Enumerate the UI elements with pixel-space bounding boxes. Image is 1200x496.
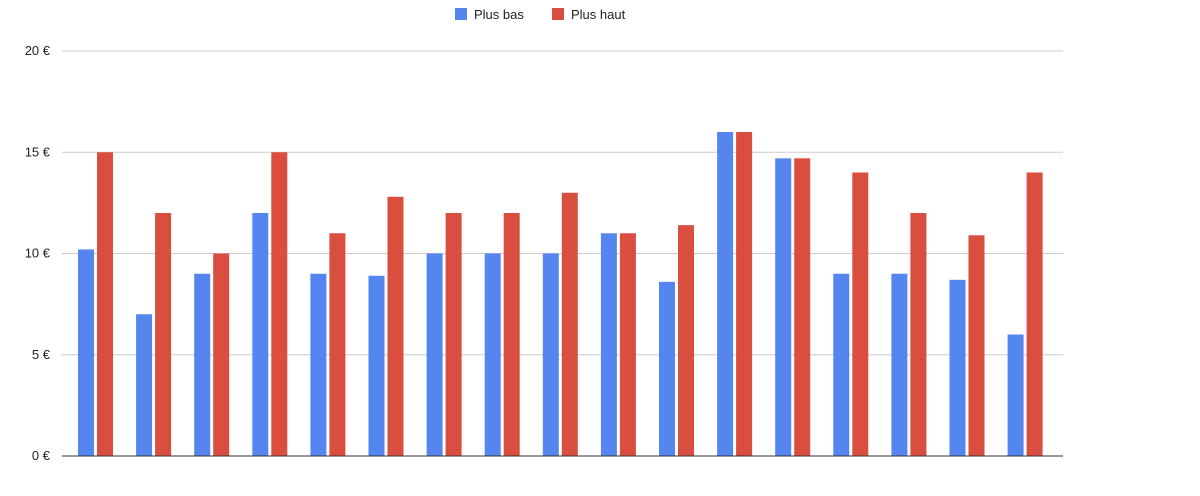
y-tick-label: 0 €: [32, 448, 51, 463]
bar-plus-bas: [484, 253, 501, 456]
bar-plus-bas: [600, 233, 617, 456]
bar-plus-haut: [968, 235, 985, 456]
bar-plus-bas: [1007, 334, 1024, 456]
bar-plus-haut: [852, 172, 869, 456]
bar-plus-haut: [678, 225, 694, 456]
legend-label: Plus haut: [571, 7, 626, 22]
bar-plus-bas: [659, 281, 675, 456]
bar-plus-haut: [97, 152, 113, 456]
y-tick-label: 15 €: [25, 144, 51, 159]
y-axis: 0 € 5 € 10 € 15 € 20 €: [25, 43, 51, 463]
bar-plus-bas: [542, 253, 559, 456]
bar-plus-haut: [271, 152, 288, 456]
legend-swatch: [455, 8, 467, 20]
bar-plus-bas: [949, 279, 966, 456]
bar-plus-bas: [833, 273, 850, 456]
legend-swatch: [552, 8, 564, 20]
bar-plus-haut: [910, 213, 927, 456]
y-tick-label: 20 €: [25, 43, 51, 58]
bars: [78, 132, 1043, 457]
bar-plus-haut: [155, 213, 172, 456]
legend-label: Plus bas: [474, 7, 524, 22]
bar-plus-haut: [1026, 172, 1043, 456]
bar-plus-bas: [136, 314, 153, 456]
bar-plus-bas: [426, 253, 443, 456]
bar-plus-bas: [78, 249, 94, 456]
bar-plus-haut: [329, 233, 346, 456]
bar-plus-haut: [561, 192, 578, 456]
bar-plus-haut: [213, 253, 230, 456]
legend: Plus bas Plus haut: [455, 7, 626, 22]
bar-plus-haut: [794, 158, 811, 456]
bar-plus-bas: [717, 132, 734, 456]
bar-plus-bas: [310, 273, 327, 456]
y-tick-label: 10 €: [25, 246, 51, 261]
bar-plus-haut: [736, 132, 753, 456]
bar-plus-bas: [194, 273, 211, 456]
y-tick-label: 5 €: [32, 347, 51, 362]
bar-plus-haut: [503, 213, 520, 456]
bar-plus-bas: [891, 273, 908, 456]
bar-plus-haut: [387, 196, 404, 457]
bar-plus-haut: [619, 233, 636, 456]
bar-plus-bas: [775, 158, 792, 456]
bar-plus-bas: [252, 213, 269, 456]
bar-plus-haut: [445, 213, 462, 456]
bar-plus-bas: [368, 275, 385, 456]
